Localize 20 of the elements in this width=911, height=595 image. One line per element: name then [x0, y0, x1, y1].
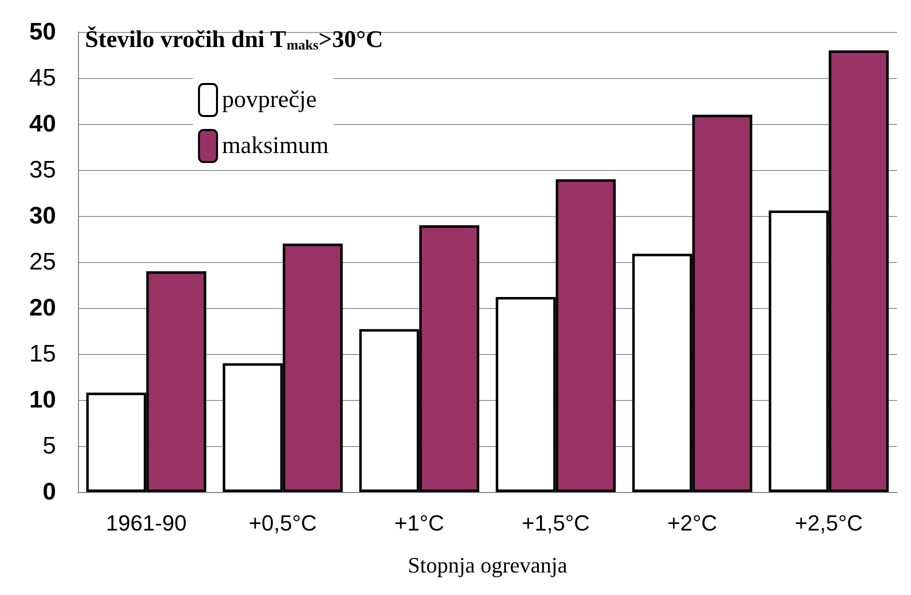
legend-label: povprečje: [222, 87, 317, 113]
y-tick-label: 30: [29, 202, 56, 230]
x-tick-label: +1,5°C: [522, 510, 590, 536]
x-tick-label: 1961-90: [106, 510, 187, 536]
y-tick-label: 25: [29, 248, 56, 276]
y-tick-label: 45: [29, 64, 56, 92]
y-tick-label: 40: [29, 110, 56, 138]
x-tick-label: +1°C: [394, 510, 444, 536]
y-tick-label: 35: [29, 156, 56, 184]
y-tick-label: 15: [29, 340, 56, 368]
y-tick-label: 0: [42, 478, 56, 506]
x-tick-label: +0,5°C: [248, 510, 317, 536]
x-axis-title: Stopnja ogrevanja: [408, 552, 568, 578]
y-tick-label: 50: [29, 18, 56, 46]
x-tick-label: +2°C: [667, 510, 718, 536]
y-tick-label: 10: [29, 386, 56, 414]
legend-label: maksimum: [222, 133, 329, 159]
x-tick-label: +2,5°C: [794, 510, 863, 536]
y-tick-label: 5: [42, 432, 56, 460]
y-tick-label: 20: [29, 294, 56, 322]
